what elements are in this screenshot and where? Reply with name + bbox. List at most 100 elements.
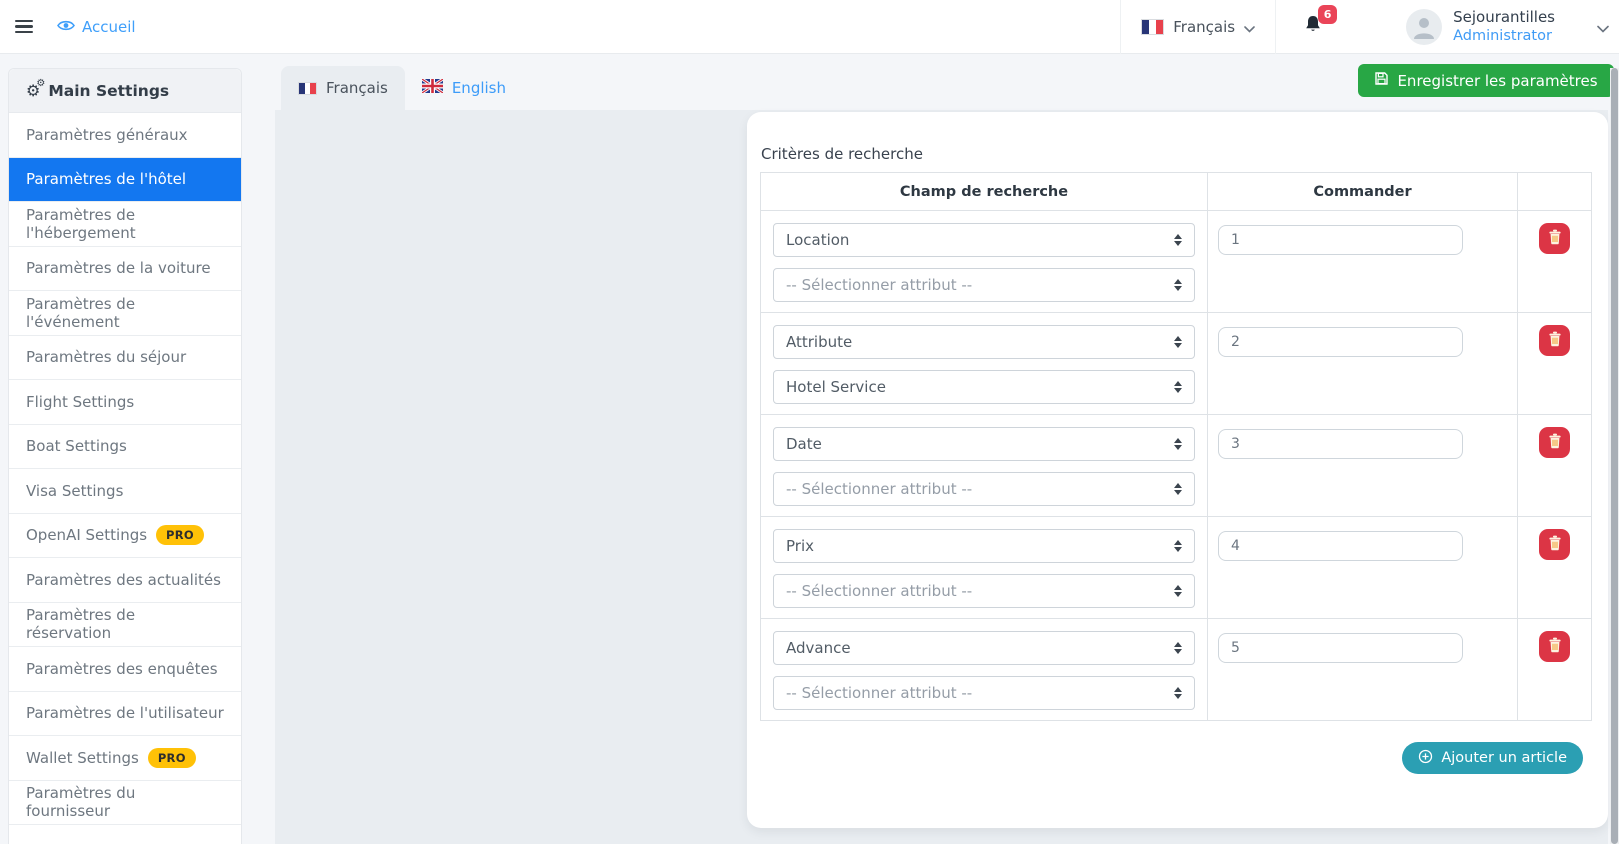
sidebar-menu: Paramètres généraux Paramètres de l'hôte… (9, 113, 241, 825)
sidebar-item[interactable]: Paramètres du fournisseur (9, 780, 241, 825)
sidebar-item[interactable]: OpenAI Settings PRO (9, 513, 241, 558)
sidebar-item-label: OpenAI Settings (26, 526, 148, 545)
select-arrows-icon (1174, 642, 1182, 654)
order-input[interactable] (1218, 531, 1463, 561)
order-input[interactable] (1218, 327, 1463, 357)
sidebar-item-label: Paramètres de l'événement (26, 294, 136, 331)
notifications-button[interactable]: 6 (1275, 0, 1350, 54)
sidebar-item[interactable]: Paramètres du séjour (9, 335, 241, 380)
order-input[interactable] (1218, 429, 1463, 459)
delete-row-button[interactable] (1539, 325, 1570, 356)
attribute-select[interactable]: -- Sélectionner attribut -- (773, 268, 1195, 302)
trash-icon (1548, 433, 1562, 452)
sidebar-item[interactable]: Visa Settings (9, 469, 241, 514)
add-item-button[interactable]: Ajouter un article (1402, 742, 1583, 774)
table-header-row: Champ de recherche Commander (760, 172, 1592, 211)
sidebar-item-label: Boat Settings (26, 437, 127, 456)
sidebar-item[interactable]: Wallet Settings PRO (9, 736, 241, 781)
sidebar-item[interactable]: Paramètres de la voiture (9, 246, 241, 291)
attribute-select-value: -- Sélectionner attribut -- (786, 480, 973, 498)
criteria-row: Attribute Hotel Service (760, 312, 1592, 415)
select-arrows-icon (1174, 483, 1182, 495)
actions-cell (1517, 414, 1592, 517)
sidebar-item[interactable]: Paramètres des actualités (9, 558, 241, 603)
settings-sidebar: ⚙ ⚙ Main Settings Paramètres généraux Par… (8, 68, 242, 844)
chevron-down-icon[interactable] (1597, 18, 1609, 37)
sidebar-item[interactable]: Boat Settings (9, 424, 241, 469)
sidebar-item-label: Paramètres du fournisseur (26, 784, 136, 821)
order-input[interactable] (1218, 633, 1463, 663)
column-header-field: Champ de recherche (760, 172, 1208, 211)
select-arrows-icon (1174, 540, 1182, 552)
sidebar-item[interactable]: Paramètres de réservation (9, 602, 241, 647)
french-flag-icon (1141, 19, 1165, 35)
sidebar-item[interactable]: Paramètres de l'hébergement (9, 202, 241, 247)
sidebar-item-label: Paramètres de l'hôtel (26, 170, 187, 189)
search-field-cell: Location -- Sélectionner attribut -- (760, 210, 1208, 313)
delete-row-button[interactable] (1539, 427, 1570, 458)
field-select-value: Advance (786, 639, 851, 657)
search-field-cell: Advance -- Sélectionner attribut -- (760, 618, 1208, 721)
criteria-table-body: Location -- Sélectionner attribut -- Att… (760, 210, 1592, 721)
chevron-down-icon (1244, 18, 1255, 37)
sidebar-item-label: Paramètres de l'hébergement (26, 205, 136, 242)
field-select[interactable]: Attribute (773, 325, 1195, 359)
top-navbar: Accueil Français 6 Sejourantilles Admini… (0, 0, 1619, 54)
notification-count-badge: 6 (1318, 5, 1338, 24)
field-select[interactable]: Prix (773, 529, 1195, 563)
delete-row-button[interactable] (1539, 631, 1570, 662)
vertical-scrollbar[interactable] (1610, 68, 1619, 844)
field-select[interactable]: Location (773, 223, 1195, 257)
attribute-select[interactable]: -- Sélectionner attribut -- (773, 676, 1195, 710)
bell-icon (1303, 14, 1323, 40)
actions-cell (1517, 312, 1592, 415)
sidebar-item-label: Paramètres des actualités (26, 570, 221, 589)
user-menu[interactable]: Sejourantilles Administrator (1350, 0, 1569, 54)
field-select-value: Prix (786, 537, 814, 555)
sidebar-item[interactable]: Paramètres de l'hôtel (9, 157, 241, 202)
field-select[interactable]: Date (773, 427, 1195, 461)
sidebar-item[interactable]: Paramètres généraux (9, 113, 241, 158)
attribute-select[interactable]: -- Sélectionner attribut -- (773, 472, 1195, 506)
field-select-value: Location (786, 231, 850, 249)
scrollbar-thumb[interactable] (1611, 68, 1618, 844)
sidebar-item-label: Flight Settings (26, 392, 135, 411)
delete-row-button[interactable] (1539, 223, 1570, 254)
search-criteria-card: Critères de recherche Champ de recherche… (747, 112, 1608, 828)
tab-english[interactable]: English (405, 66, 523, 110)
tab-francais[interactable]: Français (281, 66, 405, 110)
sidebar-item[interactable]: Flight Settings (9, 380, 241, 425)
uk-flag-icon (420, 77, 444, 97)
search-field-cell: Attribute Hotel Service (760, 312, 1208, 415)
home-link-label: Accueil (82, 17, 136, 36)
select-arrows-icon (1174, 687, 1182, 699)
sidebar-item[interactable]: Paramètres des enquêtes (9, 647, 241, 692)
pro-badge: PRO (147, 747, 196, 768)
order-input[interactable] (1218, 225, 1463, 255)
sidebar-item[interactable]: Paramètres de l'utilisateur (9, 691, 241, 736)
language-selector[interactable]: Français (1120, 0, 1275, 54)
attribute-select[interactable]: Hotel Service (773, 370, 1195, 404)
criteria-row: Prix -- Sélectionner attribut -- (760, 516, 1592, 619)
home-link[interactable]: Accueil (57, 18, 136, 36)
tab-label: English (451, 79, 506, 97)
sidebar-item-label: Paramètres de l'utilisateur (26, 704, 224, 723)
criteria-row: Location -- Sélectionner attribut -- (760, 210, 1592, 313)
save-icon (1374, 71, 1389, 90)
search-field-cell: Prix -- Sélectionner attribut -- (760, 516, 1208, 619)
field-select[interactable]: Advance (773, 631, 1195, 665)
sidebar-item-label: Paramètres du séjour (26, 348, 187, 367)
select-arrows-icon (1174, 336, 1182, 348)
hamburger-menu-icon[interactable] (15, 19, 33, 34)
sidebar-item-label: Paramètres de la voiture (26, 259, 211, 278)
sidebar-item[interactable]: Paramètres de l'événement (9, 291, 241, 336)
select-arrows-icon (1174, 585, 1182, 597)
delete-row-button[interactable] (1539, 529, 1570, 560)
save-settings-button[interactable]: Enregistrer les paramètres (1358, 64, 1614, 97)
sidebar-item-label: Wallet Settings (26, 748, 139, 767)
trash-icon (1548, 229, 1562, 248)
trash-icon (1548, 331, 1562, 350)
pro-badge: PRO (156, 525, 205, 546)
attribute-select[interactable]: -- Sélectionner attribut -- (773, 574, 1195, 608)
actions-cell (1517, 210, 1592, 313)
